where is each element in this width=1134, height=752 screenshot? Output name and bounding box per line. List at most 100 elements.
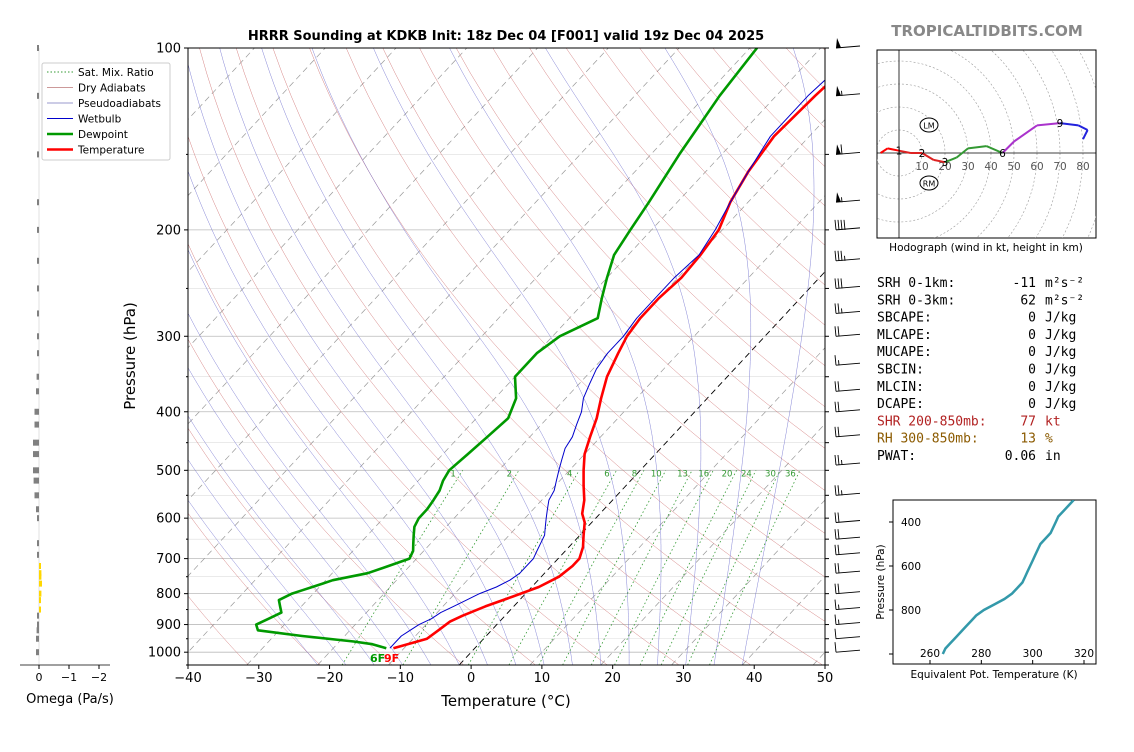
wind-barb-half [842,490,843,495]
stat-label: RH 300-850mb: [877,432,979,447]
hodograph-ring-label: 50 [1007,161,1020,173]
omega-bar [37,350,39,356]
hodograph-ring-label: 40 [984,161,997,173]
omega-bar [37,227,39,233]
stat-label: SBCIN: [877,363,924,378]
y-tick-label: 800 [156,587,181,602]
legend-label: Sat. Mix. Ratio [78,67,154,79]
stat-unit: m²s⁻² [1045,276,1084,291]
omega-bar [39,563,41,569]
wind-barb-half [842,197,843,202]
surface-temperature-label: 9F [384,652,399,665]
x-tick-label: −40 [174,671,201,686]
stat-unit: J/kg [1045,397,1076,412]
legend-label: Wetbulb [78,114,122,126]
omega-bar [39,591,41,597]
legend-label: Dewpoint [78,129,128,141]
mixing-ratio-label: 24 [741,470,752,480]
omega-bar [36,636,39,642]
theta-e-x-tick-label: 280 [971,648,991,660]
hodograph-height-label: 3 [942,157,949,169]
theta-e-y-tick-label: 400 [901,517,921,529]
stat-label: SRH 0-3km: [877,293,955,308]
skewt-ylabel: Pressure (hPa) [121,302,139,410]
mixing-ratio-label: 36 [785,470,796,480]
x-tick-label: −30 [245,671,272,686]
hodograph-rm-label: RM [923,180,936,189]
hodograph-height-label: 6 [999,148,1006,160]
stat-label: PWAT: [877,449,916,464]
wind-barb-half [839,620,840,625]
x-tick-label: −20 [316,671,343,686]
omega-xlabel: Omega (Pa/s) [26,692,114,707]
stat-value: -11 [1013,276,1036,291]
theta-e-ylabel: Pressure (hPa) [875,544,887,619]
mixing-ratio-label: 30 [765,470,776,480]
omega-bar [37,515,39,521]
chart-title: HRRR Sounding at KDKB Init: 18z Dec 04 [… [248,29,764,44]
mixing-ratio-label: 2 [507,470,512,480]
omega-bar [37,45,39,51]
theta-e-x-tick-label: 260 [920,648,940,660]
theta-e-frame [893,500,1096,664]
wind-barb-half [842,460,843,465]
stat-value: 0 [1028,363,1036,378]
mixing-ratio-label: 13 [677,470,688,480]
stat-label: MUCAPE: [877,345,932,360]
surface-dewpoint-label: 6F [370,652,385,665]
mixing-ratio-label: 6 [604,470,609,480]
hodograph-height-label: 9 [1057,118,1064,130]
skewt-xlabel: Temperature (°C) [440,692,570,710]
omega-bar [37,613,39,619]
hodograph-height-label: 2 [919,148,926,160]
omega-bar [35,492,40,498]
stat-value: 0 [1028,380,1036,395]
hodograph-lm-label: LM [923,122,934,131]
omega-bar [39,581,42,587]
wind-barb-half [842,308,843,313]
wind-barb-half [839,605,840,610]
omega-bar [33,440,39,446]
theta-e-y-tick-label: 800 [901,605,921,617]
legend-label: Dry Adiabats [78,83,146,95]
mixing-ratio-label: 8 [632,470,637,480]
wind-barb-half [842,91,843,96]
y-tick-label: 500 [156,464,181,479]
omega-tick-label: −1 [61,671,77,684]
y-tick-label: 400 [156,405,181,420]
hodograph-ring-label: 10 [915,161,928,173]
y-tick-label: 700 [156,552,181,567]
stat-unit: kt [1045,414,1061,429]
theta-e-y-tick-label: 600 [901,561,921,573]
omega-bar [37,199,39,205]
stat-unit: m²s⁻² [1045,293,1084,308]
stat-unit: J/kg [1045,380,1076,395]
mixing-ratio-label: 1 [450,470,455,480]
mixing-ratio-label: 10 [651,470,662,480]
omega-tick-label: −2 [91,671,107,684]
stat-unit: J/kg [1045,311,1076,326]
stat-label: SRH 0-1km: [877,276,955,291]
y-tick-label: 200 [156,223,181,238]
x-tick-label: −10 [387,671,414,686]
omega-bar [35,422,40,428]
y-tick-label: 1000 [148,646,181,661]
omega-bar [37,151,39,157]
hodograph-ring-label: 80 [1076,161,1089,173]
brand-watermark: TROPICALTIDBITS.COM [891,22,1083,40]
stat-unit: J/kg [1045,328,1076,343]
stat-label: MLCAPE: [877,328,932,343]
stat-value: 13 [1020,432,1036,447]
omega-bar [37,627,39,633]
omega-bar [36,649,39,655]
omega-bar [33,467,39,473]
y-tick-label: 100 [156,42,181,57]
hodograph-caption: Hodograph (wind in kt, height in km) [889,242,1083,254]
y-tick-label: 600 [156,512,181,527]
omega-bar [37,552,39,558]
omega-bar [37,374,39,380]
hodograph-ring-label: 60 [1030,161,1043,173]
stat-unit: J/kg [1045,363,1076,378]
omega-bar [37,622,39,628]
